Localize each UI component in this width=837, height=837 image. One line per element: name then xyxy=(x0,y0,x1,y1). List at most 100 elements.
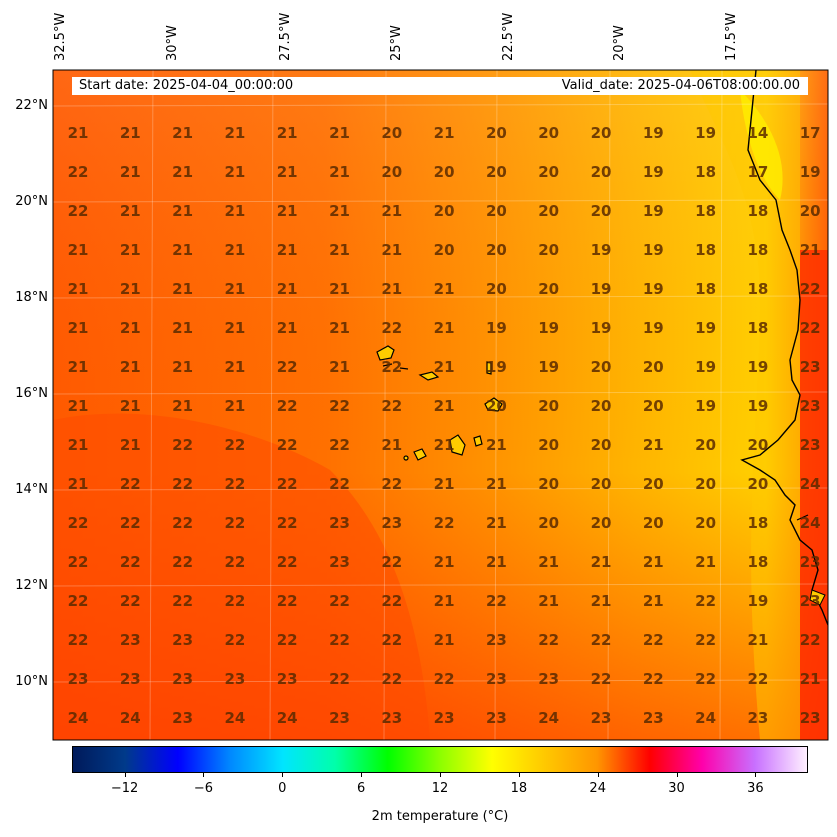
cape-verde-islands xyxy=(376,345,503,461)
grid-value: 22 xyxy=(747,670,768,688)
grid-value: 21 xyxy=(381,280,402,298)
grid-value: 21 xyxy=(172,280,193,298)
grid-value: 22 xyxy=(224,514,245,532)
grid-value: 18 xyxy=(747,319,768,337)
colorbar-tick-mark xyxy=(597,773,599,777)
colorbar-tick-label: −12 xyxy=(110,781,139,796)
grid-value: 22 xyxy=(381,397,402,415)
grid-value: 22 xyxy=(224,553,245,571)
grid-value: 23 xyxy=(747,709,768,727)
grid-value: 22 xyxy=(277,553,298,571)
info-bar: Start date: 2025-04-04_00:00:00 Valid_da… xyxy=(72,77,808,95)
grid-value: 20 xyxy=(486,397,507,415)
grid-value: 20 xyxy=(486,280,507,298)
grid-value: 21 xyxy=(329,202,350,220)
valid-date-label: Valid_date: 2025-04-06T08:00:00.00 xyxy=(561,78,800,93)
grid-value: 20 xyxy=(538,163,559,181)
grid-value: 21 xyxy=(224,124,245,142)
grid-value: 23 xyxy=(329,709,350,727)
grid-value: 20 xyxy=(591,397,612,415)
grid-value: 19 xyxy=(643,319,664,337)
latitude-label: 14°N xyxy=(15,482,48,497)
grid-value: 24 xyxy=(800,514,821,532)
grid-value: 18 xyxy=(695,241,716,259)
grid-value: 23 xyxy=(800,358,821,376)
grid-value: 20 xyxy=(434,202,455,220)
grid-value: 20 xyxy=(486,202,507,220)
grid-value: 21 xyxy=(277,319,298,337)
grid-value: 22 xyxy=(277,358,298,376)
grid-value: 18 xyxy=(747,280,768,298)
grid-value: 20 xyxy=(591,124,612,142)
grid-value: 22 xyxy=(120,592,141,610)
grid-value: 23 xyxy=(800,592,821,610)
grid-value: 20 xyxy=(538,397,559,415)
grid-value: 19 xyxy=(695,397,716,415)
grid-value: 20 xyxy=(434,241,455,259)
grid-value: 21 xyxy=(434,280,455,298)
grid-value: 21 xyxy=(800,241,821,259)
grid-value: 20 xyxy=(695,436,716,454)
grid-value: 21 xyxy=(434,397,455,415)
grid-value: 22 xyxy=(329,475,350,493)
grid-value: 20 xyxy=(695,475,716,493)
grid-value: 21 xyxy=(434,475,455,493)
grid-value: 22 xyxy=(591,670,612,688)
grid-value: 21 xyxy=(224,397,245,415)
grid-value: 22 xyxy=(381,475,402,493)
grid-value: 21 xyxy=(172,202,193,220)
grid-value: 22 xyxy=(800,280,821,298)
grid-value: 21 xyxy=(591,592,612,610)
longitude-label: 20°W xyxy=(612,25,627,61)
value-labels: 21 21 21 21 21 21 20 21 20 20 20 19 19 14 17 22 21 21 21 21… xyxy=(68,124,821,727)
grid-value: 22 xyxy=(68,553,89,571)
grid-value: 19 xyxy=(591,241,612,259)
grid-value: 20 xyxy=(538,241,559,259)
grid-value: 20 xyxy=(747,436,768,454)
grid-value: 23 xyxy=(329,514,350,532)
grid-value: 21 xyxy=(800,670,821,688)
grid-value: 20 xyxy=(591,514,612,532)
grid-value: 23 xyxy=(381,514,402,532)
grid-value: 21 xyxy=(277,124,298,142)
grid-value: 19 xyxy=(538,319,559,337)
colorbar-tick-mark xyxy=(124,773,126,777)
grid-value: 22 xyxy=(120,553,141,571)
grid-value: 22 xyxy=(224,475,245,493)
grid-value: 19 xyxy=(747,358,768,376)
grid-value: 19 xyxy=(747,592,768,610)
grid-value: 21 xyxy=(68,241,89,259)
grid-value: 24 xyxy=(800,475,821,493)
grid-value: 22 xyxy=(277,631,298,649)
grid-value: 22 xyxy=(329,631,350,649)
grid-value: 22 xyxy=(643,670,664,688)
grid-value: 20 xyxy=(643,514,664,532)
grid-value: 22 xyxy=(800,631,821,649)
grid-value: 24 xyxy=(695,709,716,727)
colorbar-tick-mark xyxy=(676,773,678,777)
grid-value: 19 xyxy=(695,358,716,376)
grid-value: 23 xyxy=(591,709,612,727)
grid-value: 22 xyxy=(172,592,193,610)
grid-value: 23 xyxy=(224,670,245,688)
grid-value: 19 xyxy=(747,397,768,415)
grid-value: 22 xyxy=(277,475,298,493)
grid-value: 20 xyxy=(800,202,821,220)
grid-value: 19 xyxy=(643,280,664,298)
grid-value: 19 xyxy=(486,358,507,376)
grid-value: 21 xyxy=(224,163,245,181)
grid-value: 21 xyxy=(591,553,612,571)
grid-value: 22 xyxy=(172,553,193,571)
colorbar-tick-mark xyxy=(440,773,441,777)
grid-value: 21 xyxy=(120,280,141,298)
latitude-label: 20°N xyxy=(15,194,48,209)
grid-value: 18 xyxy=(747,241,768,259)
grid-value: 18 xyxy=(747,553,768,571)
grid-value: 22 xyxy=(68,514,89,532)
colorbar-tick-mark xyxy=(203,773,205,777)
grid-value: 22 xyxy=(695,592,716,610)
grid-value: 22 xyxy=(381,553,402,571)
grid-value: 23 xyxy=(486,631,507,649)
grid-value: 20 xyxy=(538,514,559,532)
grid-value: 21 xyxy=(172,124,193,142)
